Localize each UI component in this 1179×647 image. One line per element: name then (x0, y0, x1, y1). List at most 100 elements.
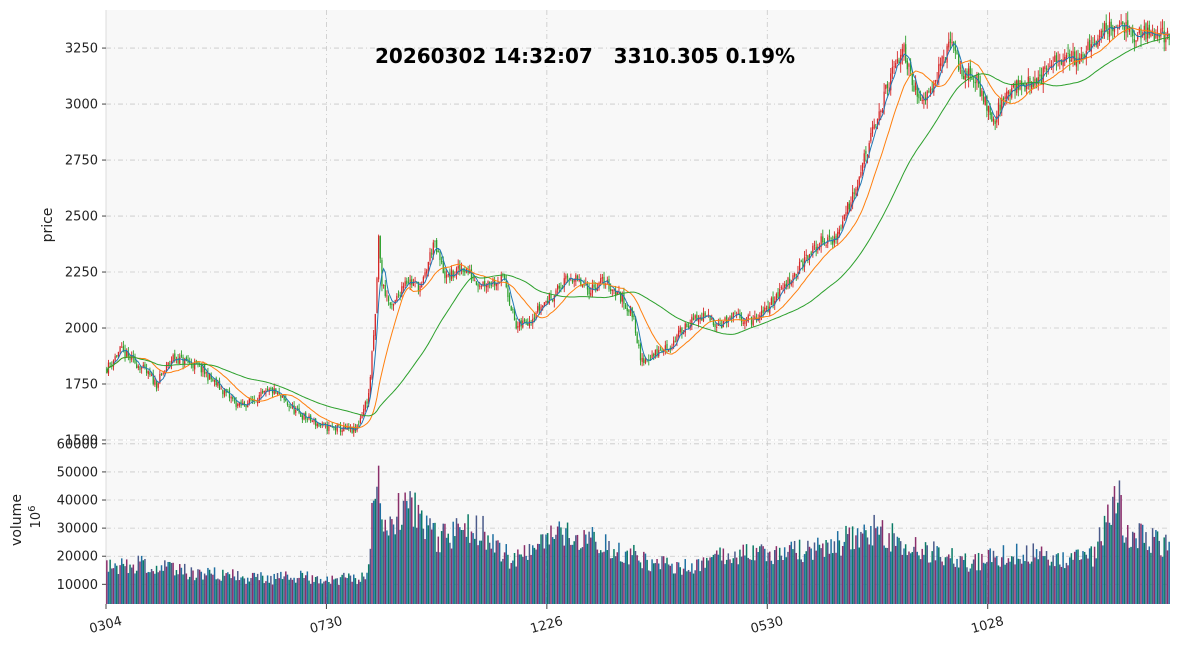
candle-body (843, 214, 845, 220)
volume-bar (707, 560, 710, 604)
candle-body (477, 283, 479, 287)
candle-body (391, 304, 393, 305)
candle-body (638, 344, 640, 346)
volume-bar (896, 536, 899, 604)
candle-body (684, 323, 686, 333)
volume-bar (1075, 549, 1078, 604)
volume-bar (1064, 568, 1066, 604)
volume-bar (298, 577, 300, 604)
candle-body (117, 351, 120, 357)
volume-bar (914, 537, 917, 604)
volume-bar (689, 571, 691, 604)
candle-body (883, 91, 885, 110)
candle-body (528, 321, 531, 327)
volume-bar (334, 578, 337, 604)
candle-body (691, 316, 693, 326)
volume-bar (724, 564, 726, 604)
candle-body (1153, 33, 1155, 41)
volume-bar (725, 559, 728, 604)
candle-body (631, 307, 633, 318)
volume-bar (107, 571, 110, 604)
volume-bar (341, 574, 343, 604)
volume-bar (152, 571, 154, 604)
volume-bar (175, 570, 178, 604)
candle-body (1135, 40, 1137, 43)
volume-bar (159, 570, 161, 604)
volume-bar (253, 572, 256, 604)
candle-body (830, 238, 832, 240)
volume-bar (1019, 559, 1021, 604)
volume-bar (1113, 486, 1116, 604)
volume-bar (149, 572, 151, 604)
volume-bar (437, 536, 440, 604)
candle-body (258, 395, 260, 403)
volume-bar (646, 559, 648, 604)
candle-body (575, 274, 577, 282)
volume-bar (619, 561, 622, 604)
candle-body (750, 316, 753, 325)
candle-body (159, 373, 161, 384)
volume-bar (885, 547, 887, 604)
candle-body (422, 277, 425, 284)
volume-bar (470, 531, 473, 604)
volume-bar (996, 556, 998, 604)
volume-bar (188, 576, 191, 604)
volume-bar (929, 562, 932, 604)
volume-plot-background (106, 441, 1170, 604)
volume-bar (167, 561, 169, 604)
candle-body (1107, 31, 1109, 35)
volume-bar (997, 565, 1000, 604)
volume-bar (1059, 564, 1061, 604)
candle-body (974, 82, 976, 84)
candle-body (734, 313, 736, 315)
volume-bar (636, 555, 638, 604)
volume-bar (293, 577, 295, 604)
volume-bar (111, 568, 113, 604)
volume-bar (465, 536, 468, 604)
volume-bar (397, 493, 400, 604)
candle-body (452, 270, 454, 278)
candle-body (550, 294, 552, 299)
volume-bar (888, 533, 890, 604)
candle-body (835, 235, 837, 241)
candle-body (668, 349, 670, 352)
volume-bars (106, 465, 1170, 604)
x-tick-label: 0730 (308, 614, 344, 637)
candle-body (116, 355, 118, 357)
candle-body (1027, 76, 1029, 84)
volume-bar (1103, 515, 1106, 604)
candle-body (1168, 33, 1170, 40)
volume-bar (409, 491, 411, 604)
volume-bar (135, 570, 138, 604)
candle-body (373, 335, 375, 350)
candle-body (865, 150, 867, 154)
volume-bar (381, 519, 383, 604)
candle-body (868, 143, 870, 153)
volume-bar (775, 546, 778, 604)
volume-bar (1133, 532, 1136, 604)
candle-body (762, 309, 764, 314)
volume-bar (258, 580, 261, 604)
candle-body (202, 366, 204, 373)
volume-bar (364, 579, 367, 604)
candle-body (1050, 65, 1053, 68)
volume-bar (1163, 537, 1165, 604)
volume-bar (841, 545, 844, 604)
candle-body (485, 285, 487, 288)
candle-body (903, 44, 905, 52)
candle-body (303, 413, 305, 420)
volume-bar (836, 531, 839, 604)
volume-bar (565, 528, 567, 604)
volume-bar (941, 561, 943, 604)
candle-body (1160, 28, 1162, 37)
candle-body (480, 286, 483, 288)
volume-bar (460, 530, 463, 604)
volume-bar (583, 530, 585, 604)
volume-bar (198, 569, 201, 604)
candle-body (981, 90, 983, 97)
volume-bar (924, 542, 927, 604)
candle-body (377, 235, 380, 280)
volume-bar (691, 563, 693, 604)
candle-body (479, 285, 481, 287)
candle-body (513, 308, 516, 321)
